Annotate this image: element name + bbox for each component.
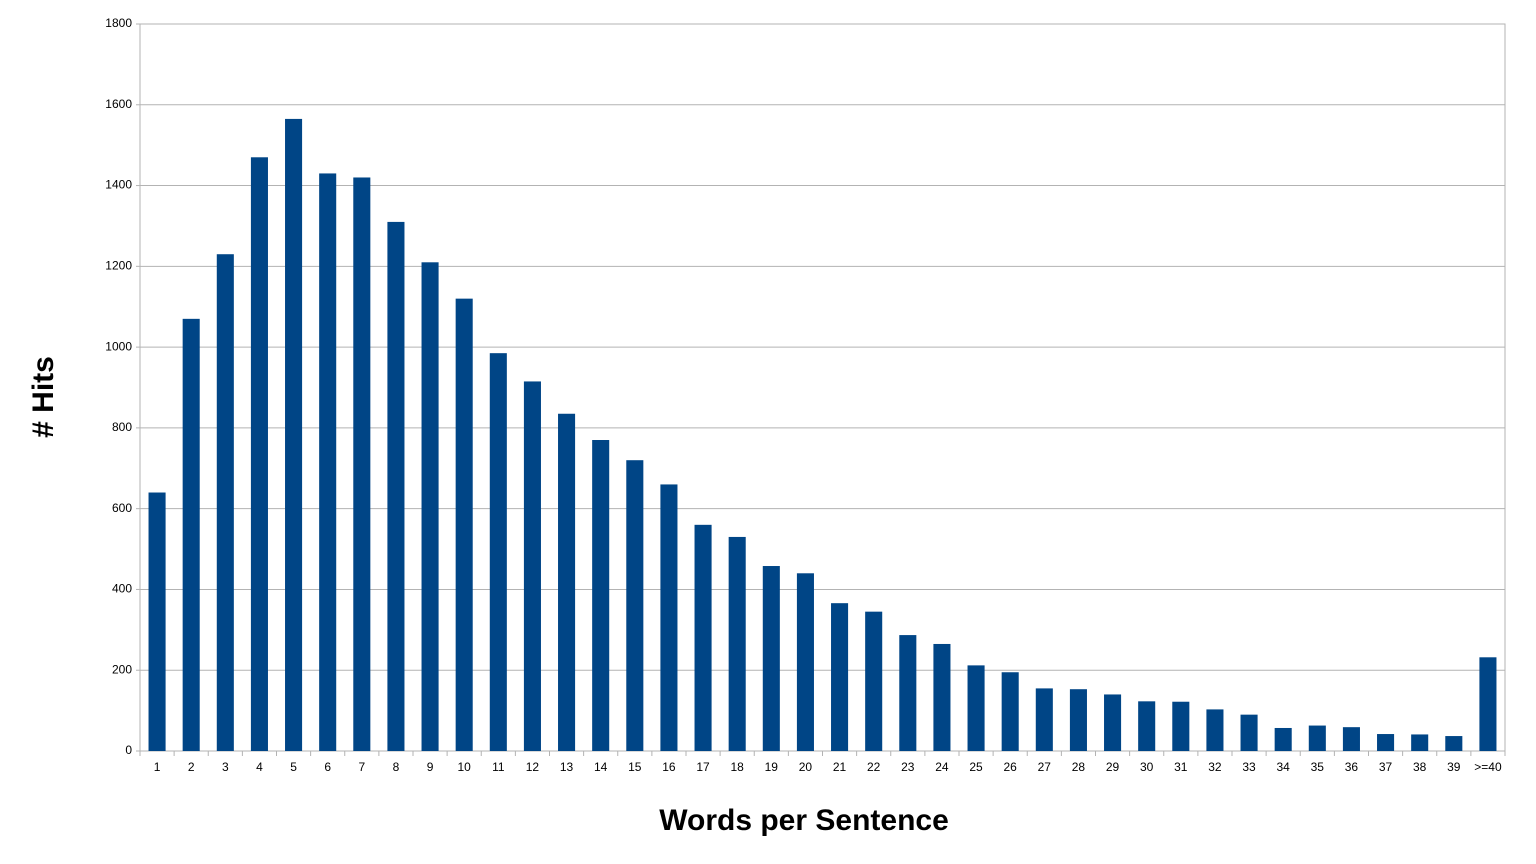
x-tick-label: 5 (290, 760, 297, 774)
x-tick-label: 39 (1447, 760, 1461, 774)
x-tick-label: 12 (526, 760, 540, 774)
bar (250, 157, 268, 752)
y-tick-label: 0 (125, 743, 132, 757)
x-tick-label: 25 (969, 760, 983, 774)
bar (899, 635, 917, 751)
bar (1104, 694, 1122, 751)
y-tick-label: 1800 (105, 16, 132, 30)
x-tick-label: 23 (901, 760, 915, 774)
bar (694, 524, 712, 751)
x-tick-label: 22 (867, 760, 881, 774)
x-tick-label: 8 (393, 760, 400, 774)
bar (831, 603, 849, 751)
bar (353, 177, 371, 751)
x-tick-label: 6 (324, 760, 331, 774)
bar (523, 381, 541, 751)
x-tick-label: 11 (492, 760, 505, 774)
bar (1308, 725, 1326, 751)
x-tick-label: 38 (1413, 760, 1427, 774)
x-tick-label: 30 (1140, 760, 1154, 774)
x-tick-label: 36 (1345, 760, 1359, 774)
x-tick-label: 1 (154, 760, 161, 774)
bar (1172, 701, 1190, 751)
bar (1411, 734, 1429, 751)
bar (1206, 709, 1224, 751)
y-tick-label: 800 (112, 420, 132, 434)
plot-frame (139, 23, 1506, 752)
bar (592, 440, 610, 751)
bar (1479, 657, 1497, 751)
x-tick-label: 17 (696, 760, 710, 774)
x-tick-label: 37 (1379, 760, 1393, 774)
x-tick-label: 32 (1208, 760, 1222, 774)
y-tick-label: 1000 (105, 339, 132, 353)
bar (216, 254, 234, 751)
x-tick-label: 2 (188, 760, 195, 774)
x-tick-label: 3 (222, 760, 229, 774)
y-tick-label: 200 (112, 662, 132, 676)
x-tick-label: 26 (1004, 760, 1018, 774)
x-tick-label: 29 (1106, 760, 1120, 774)
x-tick-label: 9 (427, 760, 434, 774)
bar (626, 460, 644, 751)
bar (728, 536, 746, 751)
x-tick-label: 14 (594, 760, 608, 774)
bar (148, 492, 166, 751)
bar (1445, 736, 1463, 751)
bar (387, 221, 405, 752)
x-tick-label: 27 (1038, 760, 1052, 774)
x-tick-label: 16 (662, 760, 676, 774)
bar (421, 262, 439, 751)
bar (865, 611, 883, 751)
x-tick-label: 28 (1072, 760, 1086, 774)
y-axis-title: # Hits (27, 356, 60, 438)
bar (455, 298, 473, 751)
x-tick-label: 13 (560, 760, 574, 774)
bar (660, 484, 678, 751)
y-tick-label: 1600 (105, 97, 132, 111)
x-tick-label: 21 (833, 760, 847, 774)
bar (933, 643, 951, 751)
x-tick-label: 10 (458, 760, 472, 774)
x-tick-label: 24 (935, 760, 949, 774)
bar (1069, 689, 1087, 751)
bar (319, 173, 337, 751)
x-axis-title: Words per Sentence (659, 804, 949, 837)
x-tick-label: >=40 (1474, 760, 1502, 774)
x-tick-label: 35 (1311, 760, 1325, 774)
bar (1342, 727, 1360, 751)
bar (967, 665, 985, 751)
bar (285, 118, 303, 752)
x-tick-label: 7 (358, 760, 365, 774)
x-tick-label: 19 (765, 760, 779, 774)
x-tick-label: 33 (1242, 760, 1256, 774)
bar (1035, 688, 1053, 751)
y-tick-label: 1200 (105, 259, 132, 273)
bar (558, 413, 576, 751)
bar (1138, 701, 1156, 751)
bar (762, 566, 780, 751)
x-tick-label: 20 (799, 760, 813, 774)
bar (1377, 734, 1395, 751)
x-tick-label: 15 (628, 760, 642, 774)
bar (796, 573, 814, 751)
y-tick-label: 400 (112, 582, 132, 596)
x-tick-label: 31 (1174, 760, 1188, 774)
x-tick-label: 18 (731, 760, 745, 774)
bar (1001, 672, 1019, 751)
y-tick-label: 1400 (105, 178, 132, 192)
bar (1274, 727, 1292, 751)
bar (1240, 714, 1258, 751)
y-tick-label: 600 (112, 501, 132, 515)
bar (182, 318, 200, 751)
bar (489, 353, 507, 751)
x-tick-label: 34 (1277, 760, 1291, 774)
x-tick-label: 4 (256, 760, 263, 774)
